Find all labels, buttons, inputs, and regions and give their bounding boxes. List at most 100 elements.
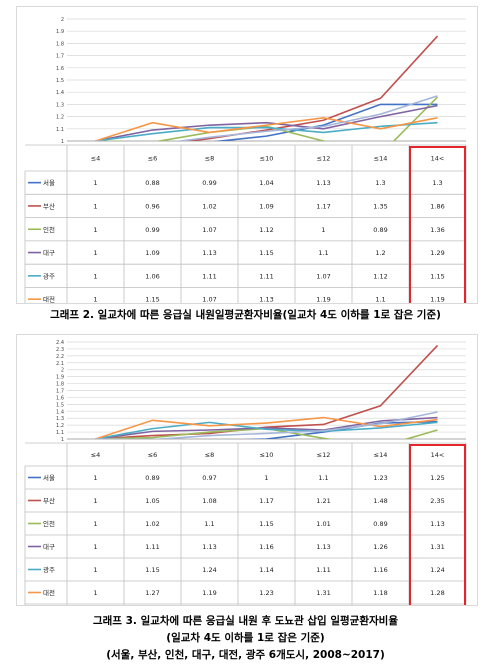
chart-2-data-label: 1.24 xyxy=(430,566,444,574)
chart-2-data-label: 0.97 xyxy=(202,474,216,482)
chart-1-y-tick-label: 1.5 xyxy=(56,78,64,84)
chart-1-y-tick-label: 1.9 xyxy=(56,29,64,35)
chart-panel-2: 1 1.1 1.2 1.3 1.4 1.5 1.6 1.7 1.8 1.9 2 2.1 2.2 2.3 2.… xyxy=(16,334,478,629)
chart-2-category-label: ≤10 xyxy=(260,451,274,459)
chart-1-data-label: 1.17 xyxy=(316,202,330,210)
chart-1-data-label: 1.09 xyxy=(259,202,273,210)
chart-2-data-label: 1.16 xyxy=(373,566,387,574)
chart-2-data-label: 1.13 xyxy=(202,543,216,551)
chart-1-data-label: 1.11 xyxy=(202,272,216,280)
chart-1-data-label: 1.13 xyxy=(202,249,216,257)
chart-1-category-label: ≤12 xyxy=(317,155,331,163)
chart-1-y-tick-label: 1.4 xyxy=(56,90,64,96)
chart-2-data-label: 1.26 xyxy=(373,543,387,551)
chart-1-data-label: 1 xyxy=(93,296,97,303)
chart-2-data-label: 1.14 xyxy=(259,566,273,574)
chart-1-legend-label: 부산 xyxy=(43,201,55,210)
chart-1-data-label: 1 xyxy=(93,179,97,187)
chart-1-legend-label: 서울 xyxy=(43,178,55,187)
chart-2-data-label: 1 xyxy=(93,497,97,505)
chart-1-data-label: 1.13 xyxy=(316,179,330,187)
chart-frame-2: 1 1.1 1.2 1.3 1.4 1.5 1.6 1.7 1.8 1.9 2 2.1 2.2 2.3 2.… xyxy=(16,334,478,629)
caption-graph-2: 그래프 2. 일교차에 따른 응급실 내원일평균환자비율(일교차 4도 이하를 … xyxy=(50,309,441,321)
chart-2-data-label: 1.13 xyxy=(430,520,444,528)
chart-2-y-tick-label: 2.3 xyxy=(56,347,64,353)
chart-2-series-line-인천 xyxy=(95,427,438,439)
chart-2-data-label: 1.11 xyxy=(145,543,159,551)
chart-2-y-tick-label: 1.8 xyxy=(56,382,64,388)
chart-2-data-label: 1 xyxy=(264,474,268,482)
chart-2-data-label: 1.27 xyxy=(145,589,159,597)
chart-2-data-label: 1 xyxy=(93,474,97,482)
chart-1-data-label: 1 xyxy=(93,249,97,257)
chart-2-data-label: 1 xyxy=(93,520,97,528)
chart-2-y-tick-label: 1.3 xyxy=(56,416,64,422)
chart-1-data-label: 1.09 xyxy=(145,249,159,257)
chart-2-data-label: 1.23 xyxy=(259,589,273,597)
chart-1-data-label: 1.15 xyxy=(430,272,444,280)
chart-1-data-label: 1.36 xyxy=(430,226,444,234)
chart-1-data-label: 1.07 xyxy=(316,272,330,280)
chart-2-data-label: 1.08 xyxy=(202,497,216,505)
chart-1-y-tick-label: 1.8 xyxy=(56,41,64,47)
chart-2-data-label: 1.17 xyxy=(259,497,273,505)
chart-2-data-label: 1.16 xyxy=(259,543,273,551)
chart-1-series-line-대전 xyxy=(95,117,438,141)
chart-2-category-label: ≤6 xyxy=(148,451,158,459)
chart-2-data-label: 0.89 xyxy=(373,520,387,528)
chart-1-data-label: 1.07 xyxy=(202,296,216,303)
chart-1-y-tick-label: 1.2 xyxy=(56,115,64,121)
chart-1-data-label: 1.2 xyxy=(375,249,385,257)
chart-1-series-line-부산 xyxy=(95,35,439,141)
chart-2-data-label: 1.1 xyxy=(204,520,214,528)
chart-2-y-tick-label: 1.5 xyxy=(56,402,64,408)
chart-2-category-label: 14< xyxy=(431,451,445,459)
chart-1-data-label: 0.89 xyxy=(373,226,387,234)
chart-2-data-label: 1.15 xyxy=(145,566,159,574)
chart-1-data-label: 1 xyxy=(93,272,97,280)
chart-2-y-tick-label: 2.4 xyxy=(56,340,64,346)
chart-2-data-label: 1.48 xyxy=(373,497,387,505)
chart-1-category-label: ≤4 xyxy=(91,155,101,163)
chart-1-y-tick-label: 1.6 xyxy=(56,66,64,72)
chart-2-data-label: 1.31 xyxy=(430,543,444,551)
chart-2-category-label: ≤14 xyxy=(374,451,388,459)
chart-1-category-label: ≤14 xyxy=(374,155,388,163)
chart-2-data-label: 1.19 xyxy=(202,589,216,597)
chart-2-svg: 11.11.21.31.41.51.61.71.81.922.12.22.32.… xyxy=(24,340,467,629)
chart-2-category-label: ≤8 xyxy=(205,451,215,459)
chart-1-data-label: 1 xyxy=(93,202,97,210)
chart-1-data-label: 1 xyxy=(321,226,325,234)
chart-2-y-tick-label: 1.7 xyxy=(56,389,64,395)
chart-2-data-label: 1.21 xyxy=(316,497,330,505)
chart-panel-1: 1 1.1 1.2 1.3 1.4 1.5 1.6 1.7 1.8 1.9 2 ≤4 ≤6 ≤8 ≤10 ≤1… xyxy=(16,6,478,337)
chart-2-data-label: 1.13 xyxy=(316,543,330,551)
chart-1-data-label: 1.02 xyxy=(202,202,216,210)
chart-2-legend-label: 대전 xyxy=(43,588,55,597)
chart-2-data-label: 1 xyxy=(93,543,97,551)
chart-1-data-label: 1.15 xyxy=(259,249,273,257)
chart-2-data-label: 1.23 xyxy=(373,474,387,482)
chart-2-series-line-광주 xyxy=(95,421,438,439)
chart-1-data-label: 1.29 xyxy=(430,249,444,257)
chart-2-data-label: 1.1 xyxy=(318,474,328,482)
chart-2-data-label: 1.02 xyxy=(145,520,159,528)
chart-2-legend-label: 인천 xyxy=(43,519,55,528)
chart-1-series-line-인천 xyxy=(95,96,439,141)
chart-1-data-label: 1.11 xyxy=(259,272,273,280)
chart-1-series-line-Total xyxy=(95,95,438,141)
chart-1-data-label: 1.86 xyxy=(430,202,444,210)
chart-1-data-label: 1.3 xyxy=(432,179,442,187)
chart-1-series-line-광주 xyxy=(95,121,438,141)
chart-1-data-label: 1.04 xyxy=(259,179,273,187)
chart-1-data-label: 1.07 xyxy=(202,226,216,234)
chart-1-series-line-서울 xyxy=(95,103,438,141)
chart-1-series-line-대구 xyxy=(95,104,438,141)
chart-2-y-tick-label: 1.4 xyxy=(56,409,64,415)
chart-1-data-label: 0.99 xyxy=(202,179,216,187)
chart-2-data-label: 1.24 xyxy=(202,566,216,574)
chart-1-y-tick-label: 2 xyxy=(61,17,64,23)
chart-1-data-label: 1.12 xyxy=(259,226,273,234)
chart-1-y-tick-label: 1 xyxy=(61,139,64,145)
chart-2-data-label: 2.35 xyxy=(430,497,444,505)
